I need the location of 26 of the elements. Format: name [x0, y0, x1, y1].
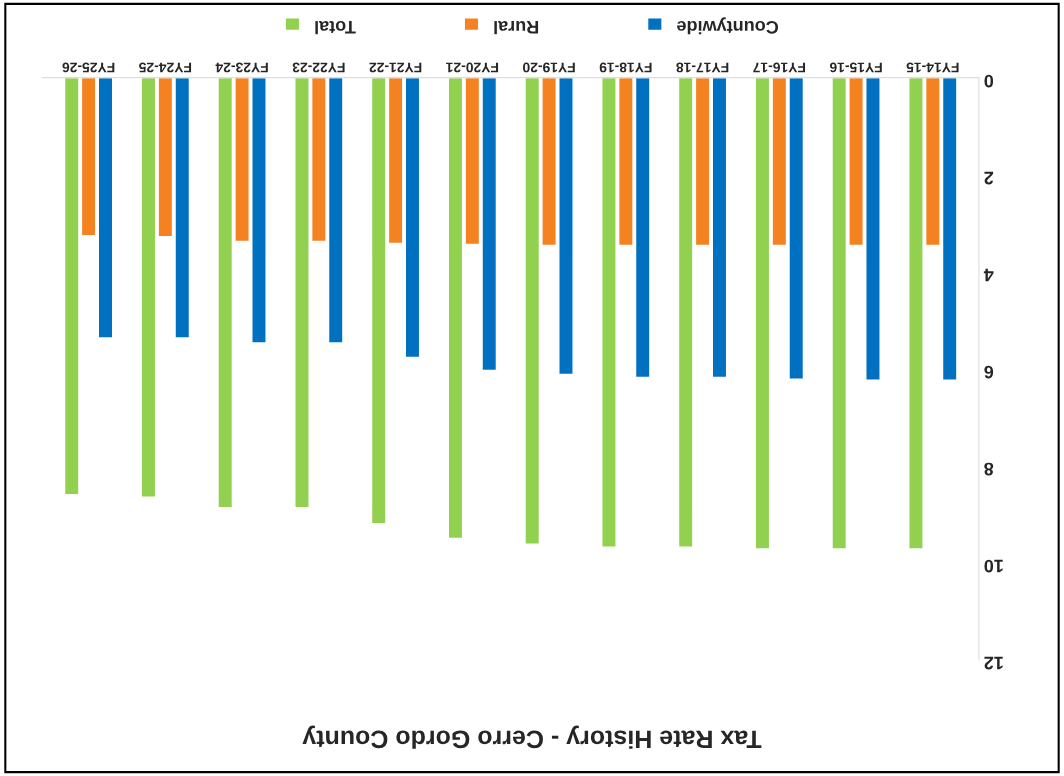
x-tick-label: FY17-18	[676, 62, 729, 73]
x-tick-label: FY22-23	[292, 62, 345, 73]
y-tick-label: 12	[984, 656, 1003, 670]
y-tick-label: 0	[984, 74, 994, 88]
bar	[404, 77, 421, 359]
x-tick-label: FY21-22	[369, 62, 422, 73]
x-tick-label: FY15-16	[829, 62, 882, 73]
x-tick-label: FY18-19	[599, 62, 652, 73]
x-tick-label: FY19-20	[523, 62, 575, 73]
y-tick-label: 6	[984, 365, 994, 379]
legend-label: Countywide	[677, 17, 779, 35]
text: Tax Rate History - Cerro Gordo County	[302, 725, 762, 749]
y-tick-label: 10	[984, 559, 1003, 573]
x-tick-label: FY24-25	[139, 62, 192, 73]
x-tick-label: FY14-15	[906, 62, 959, 73]
y-tick-label: 8	[984, 462, 994, 476]
legend-label: Total	[315, 20, 356, 35]
bar	[97, 77, 114, 339]
bar	[711, 77, 728, 379]
x-tick-label: FY25-26	[62, 62, 115, 73]
y-tick-label: 4	[983, 268, 994, 282]
x-tick-label: FY20-21	[446, 62, 499, 73]
x-tick-label: FY16-17	[753, 62, 806, 73]
x-tick-label: FY23-24	[215, 62, 268, 73]
y-tick-label: 2	[984, 171, 994, 185]
legend-label: Rural	[494, 20, 539, 35]
